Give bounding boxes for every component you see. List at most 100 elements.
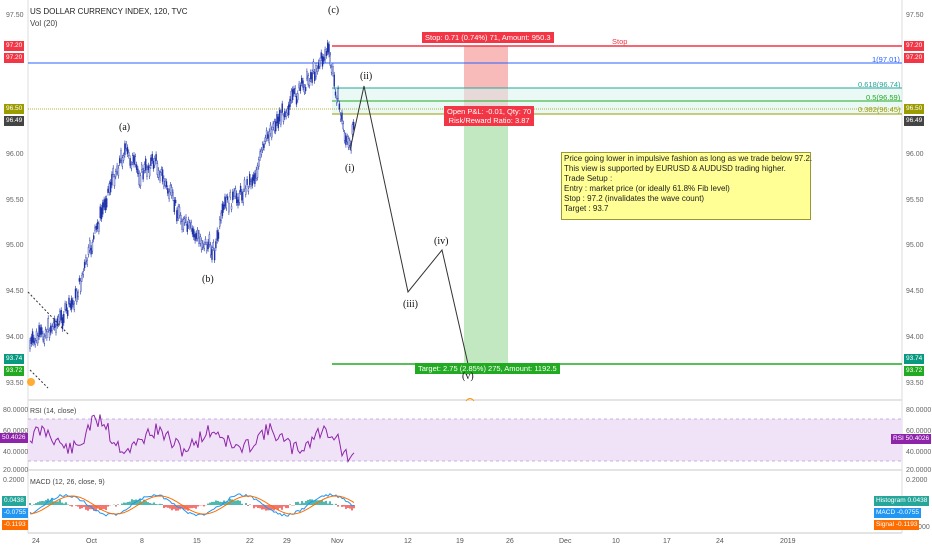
target-box[interactable]: Target: 2.75 (2.85%) 275, Amount: 1192.5 [415,363,560,374]
candle-body [263,143,265,148]
candle-body [269,124,272,134]
histogram-bar [287,505,289,509]
candle-body [333,74,335,87]
candle-body [247,188,250,192]
candle-body [189,222,191,228]
candle-body [187,219,190,227]
pnl-box[interactable]: Open P&L: -0.01, Qty: 70 Risk/Reward Rat… [444,106,535,126]
candle-body [122,155,125,161]
candle-body [117,167,120,176]
histogram-bar [147,502,149,505]
candle-body [224,196,226,207]
candle-body [77,292,79,298]
candle-body [294,87,296,95]
rsi-badge-value: 50.4026 [905,435,930,442]
wave-projection[interactable] [349,85,469,365]
candle-body [29,340,31,350]
price-tick-label: 94.00 [906,334,924,341]
histogram-bar [131,499,133,505]
time-tick-label: 15 [193,538,201,545]
candle-body [198,232,200,245]
trade-setup-note[interactable]: Price going lower in impulsive fashion a… [561,152,812,220]
candle-body [195,233,198,239]
candle-body [155,154,157,161]
target-zone[interactable] [464,112,508,364]
candle-body [55,326,57,333]
histogram-bar [319,500,321,505]
candle-body [134,156,137,165]
rsi-tick-label: 40.0000 [906,449,932,456]
candle-body [324,49,326,60]
candle-body [345,135,347,145]
macd-right-badge: MACD -0.0755 [874,508,921,518]
macd-left-badge: 0.0438 [2,496,26,506]
rsi-tick-label-left: 40.0000 [3,449,29,456]
candle-body [272,123,274,128]
histogram-bar [145,501,147,505]
price-tick-label-left: 97.50 [6,12,24,19]
histogram-bar [101,505,103,510]
histogram-bar [125,502,127,505]
candle-body [109,181,112,193]
macd-right-badge: Signal -0.1193 [874,520,920,530]
candle-body [323,56,325,62]
price-tick-label: 96.00 [906,151,924,158]
candle-body [228,202,230,213]
rsi-line[interactable] [29,414,355,463]
histogram-bar [195,505,197,509]
histogram-bar [71,505,73,507]
macd-tick-label: 0.2000 [906,477,928,484]
time-tick-label: Dec [559,538,572,545]
candle-body [216,230,218,241]
candle-body [238,192,241,203]
rsi-left-badge: 50.4026 [0,433,28,443]
trendline-lower[interactable] [29,369,49,389]
histogram-bar [313,500,315,505]
candle-body [105,198,108,208]
signal-line[interactable] [29,495,355,515]
candle-body [285,112,287,117]
candle-body [207,241,209,250]
candle-body [172,192,174,199]
histogram-bar [37,502,39,505]
macd-line[interactable] [29,492,355,517]
pnl-line2: Risk/Reward Ratio: 3.87 [448,116,530,125]
macd-title[interactable]: MACD (12, 26, close, 9) [30,479,105,486]
event-marker[interactable] [27,378,35,386]
histogram-bar [197,505,199,507]
candle-body [118,158,121,164]
candle-body [183,218,186,224]
histogram-bar [349,505,351,509]
stop-label: Stop [612,37,628,46]
fib-level-text: 0.5(96.59) [866,93,901,102]
histogram-bar [137,500,139,505]
histogram-bar [55,501,57,505]
price-tick-label: 94.50 [906,288,924,295]
histogram-bar [269,505,271,511]
candle-body [185,216,187,223]
rsi-tick-label: 20.0000 [906,467,932,474]
candle-body [303,86,305,93]
stop-box[interactable]: Stop: 0.71 (0.74%) 71, Amount: 950.3 [422,32,554,43]
candle-body [229,192,231,198]
histogram-bar [337,505,339,507]
trendline-upper[interactable] [27,291,69,335]
histogram-bar [321,500,323,505]
note-line: Stop : 97.2 (invalidates the wave count) [564,194,705,203]
candle-body [320,52,322,59]
histogram-bar [175,505,177,511]
candle-body [154,158,156,166]
candle-body [79,280,82,292]
candle-body [213,250,216,261]
candle-body [104,198,107,211]
candle-body [59,311,61,322]
candle-body [138,173,140,186]
candle-body [219,218,221,227]
candle-body [60,310,62,321]
candle-body [337,88,339,99]
candle-body [204,238,207,243]
histogram-bar [33,504,35,505]
rsi-title[interactable]: RSI (14, close) [30,408,77,415]
candle-body [159,173,161,181]
